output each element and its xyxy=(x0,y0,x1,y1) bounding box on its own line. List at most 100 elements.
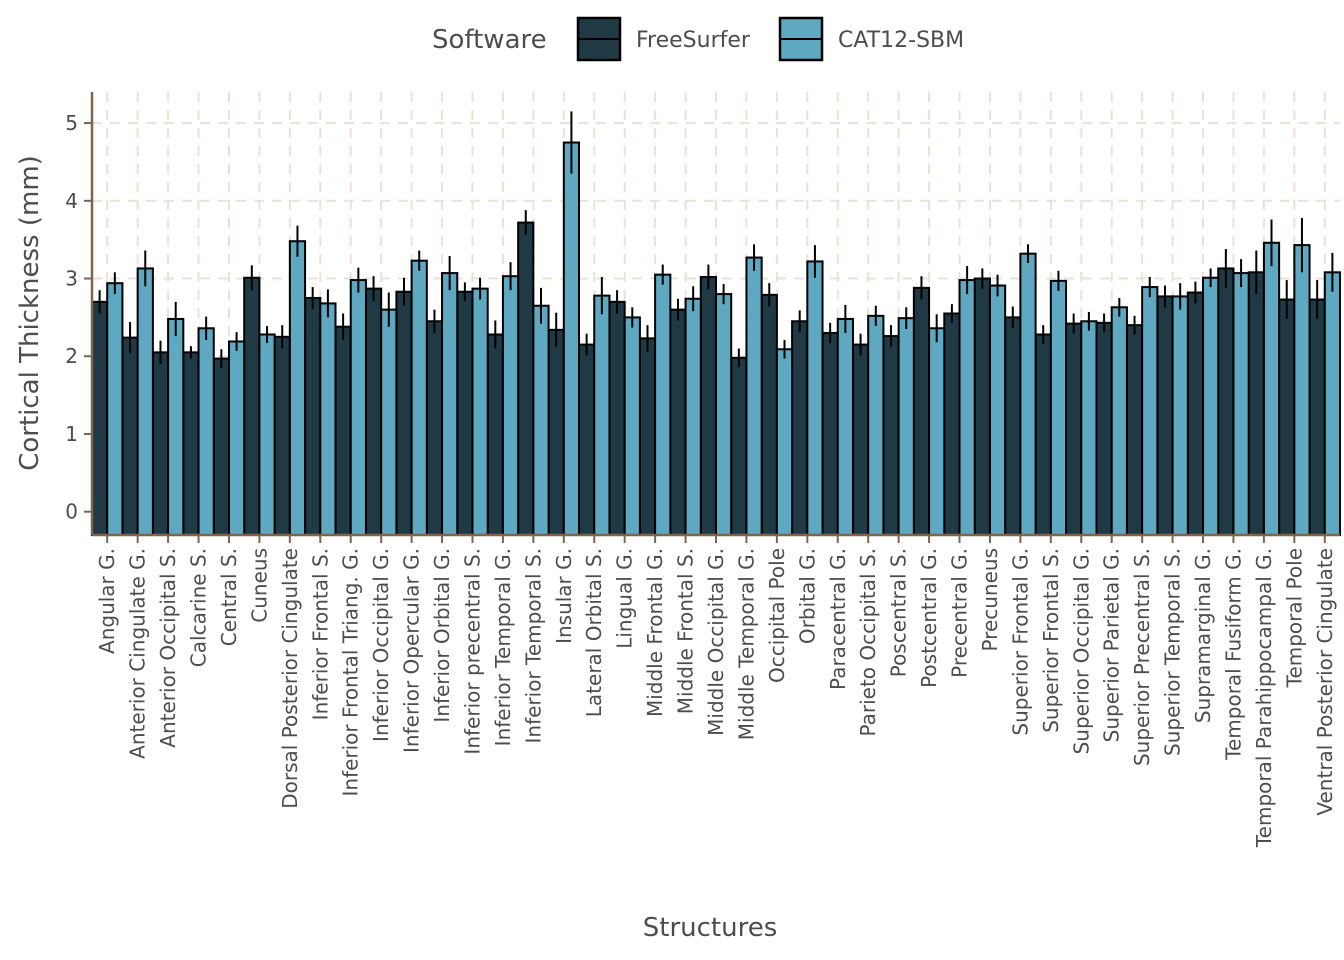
bar-cat12-sbm xyxy=(441,272,459,536)
bar-freesurfer xyxy=(1004,316,1022,536)
bar-cat12-sbm xyxy=(1080,320,1098,537)
x-tick-label: Middle Occipital G. xyxy=(704,548,728,736)
bar-freesurfer xyxy=(121,336,139,536)
bar-cat12-sbm xyxy=(532,304,550,536)
bar-cat12-sbm xyxy=(1293,244,1311,536)
x-tick-label: Orbital G. xyxy=(795,548,819,644)
bar-freesurfer xyxy=(91,300,109,536)
bar-freesurfer xyxy=(1278,298,1296,536)
x-tick-label: Parieto Occipital S. xyxy=(856,548,880,737)
bar-cat12-sbm xyxy=(867,314,885,536)
x-tick-label: Inferior precentral S. xyxy=(460,548,484,755)
bar-freesurfer xyxy=(395,290,413,536)
bar-freesurfer xyxy=(1308,298,1326,536)
bar-cat12-sbm xyxy=(167,317,185,536)
bar-freesurfer xyxy=(821,331,839,536)
x-tick-label: Temporal Parahippocampal G. xyxy=(1252,548,1276,848)
bar-cat12-sbm xyxy=(1141,286,1159,536)
bar-freesurfer xyxy=(547,328,565,536)
bar-freesurfer xyxy=(669,308,687,537)
x-tick-label: Cuneus xyxy=(247,548,271,623)
bar-cat12-sbm xyxy=(897,317,915,536)
x-tick-label: Precuneus xyxy=(978,548,1002,652)
bar-cat12-sbm xyxy=(684,297,702,536)
bar-freesurfer xyxy=(851,343,870,536)
bar-cat12-sbm xyxy=(562,141,581,536)
y-tick-label: 2 xyxy=(65,344,78,368)
y-tick-label: 4 xyxy=(65,189,78,213)
bar-freesurfer xyxy=(608,300,626,536)
x-tick-label: Poscentral S. xyxy=(887,548,911,677)
x-tick-label: Middle Frontal G. xyxy=(643,548,667,717)
bar-freesurfer xyxy=(973,277,991,536)
legend-title: Software xyxy=(432,25,547,55)
bar-freesurfer xyxy=(1065,322,1083,536)
bar-freesurfer xyxy=(151,351,170,536)
bar-freesurfer xyxy=(1125,324,1144,536)
bar-freesurfer xyxy=(273,335,291,536)
bar-cat12-sbm xyxy=(1262,241,1281,536)
x-tick-label: Superior Parietal G. xyxy=(1100,548,1124,742)
x-tick-label: Inferior Occipital G. xyxy=(369,548,393,742)
bar-cat12-sbm xyxy=(1049,279,1068,536)
bar-freesurfer xyxy=(760,293,778,537)
bar-cat12-sbm xyxy=(1202,276,1220,536)
bar-cat12-sbm xyxy=(928,327,946,536)
bar-cat12-sbm xyxy=(136,267,154,536)
bar-freesurfer xyxy=(912,286,931,536)
legend: Software FreeSurfer CAT12-SBM xyxy=(432,16,964,62)
bar-cat12-sbm xyxy=(501,275,520,536)
x-tick-label: Precentral G. xyxy=(948,548,972,678)
x-tick-label: Angular G. xyxy=(95,548,119,654)
x-tick-label: Lingual G. xyxy=(613,548,637,649)
bar-cat12-sbm xyxy=(1019,252,1037,537)
bar-freesurfer xyxy=(638,337,657,536)
bar-cat12-sbm xyxy=(715,293,733,537)
x-tick-label: Lateral Orbital S. xyxy=(582,548,606,717)
x-tick-label: Ventral Posterior Cingulate xyxy=(1313,548,1337,816)
x-axis-title: Structures xyxy=(643,913,778,943)
bar-freesurfer xyxy=(943,312,961,536)
bar-cat12-sbm xyxy=(988,284,1007,536)
bar-cat12-sbm xyxy=(471,287,489,536)
bar-cat12-sbm xyxy=(1171,295,1189,537)
bar-cat12-sbm xyxy=(654,273,672,536)
y-tick-label: 0 xyxy=(65,500,78,524)
bar-freesurfer xyxy=(425,320,444,537)
bar-freesurfer xyxy=(304,296,322,536)
x-tick-label: Superior Occipital G. xyxy=(1069,548,1093,754)
bar-cat12-sbm xyxy=(258,333,276,537)
x-tick-label: Middle Temporal G. xyxy=(734,548,758,740)
x-tick-label: Insular G. xyxy=(552,548,576,644)
x-tick-label: Supramarginal G. xyxy=(1191,548,1215,723)
bar-cat12-sbm xyxy=(593,294,611,537)
bar-cat12-sbm xyxy=(623,316,641,536)
bar-freesurfer xyxy=(1247,271,1265,536)
bar-freesurfer xyxy=(243,276,261,536)
x-tick-label: Postcentral G. xyxy=(917,548,941,688)
x-tick-label: Superior Frontal S. xyxy=(1039,548,1063,733)
bars xyxy=(91,111,1342,537)
bar-freesurfer xyxy=(334,325,352,536)
x-tick-label: Calcarine S. xyxy=(187,548,211,667)
x-tick-label: Superior Precentral S. xyxy=(1130,548,1154,766)
bar-cat12-sbm xyxy=(1232,272,1250,536)
bar-cat12-sbm xyxy=(410,259,428,536)
y-tick-label: 3 xyxy=(65,267,78,291)
x-tick-label: Occipital Pole xyxy=(765,548,789,683)
bar-freesurfer xyxy=(791,320,809,537)
bar-freesurfer xyxy=(699,275,718,536)
x-tick-label: Temporal Fusiform G. xyxy=(1221,548,1245,761)
bar-freesurfer xyxy=(212,357,230,536)
bar-freesurfer xyxy=(882,335,900,537)
bar-freesurfer xyxy=(517,221,535,536)
bar-freesurfer xyxy=(578,343,596,536)
x-tick-label: Dorsal Posterior Cingulate xyxy=(278,548,302,809)
x-tick-label: Inferior Frontal Triang. G. xyxy=(339,548,363,797)
x-tick-label: Temporal Pole xyxy=(1282,548,1306,688)
bar-cat12-sbm xyxy=(319,302,337,536)
bar-cat12-sbm xyxy=(1323,271,1342,536)
bar-cat12-sbm xyxy=(349,279,367,536)
bar-freesurfer xyxy=(1034,333,1052,537)
bar-freesurfer xyxy=(182,351,200,536)
